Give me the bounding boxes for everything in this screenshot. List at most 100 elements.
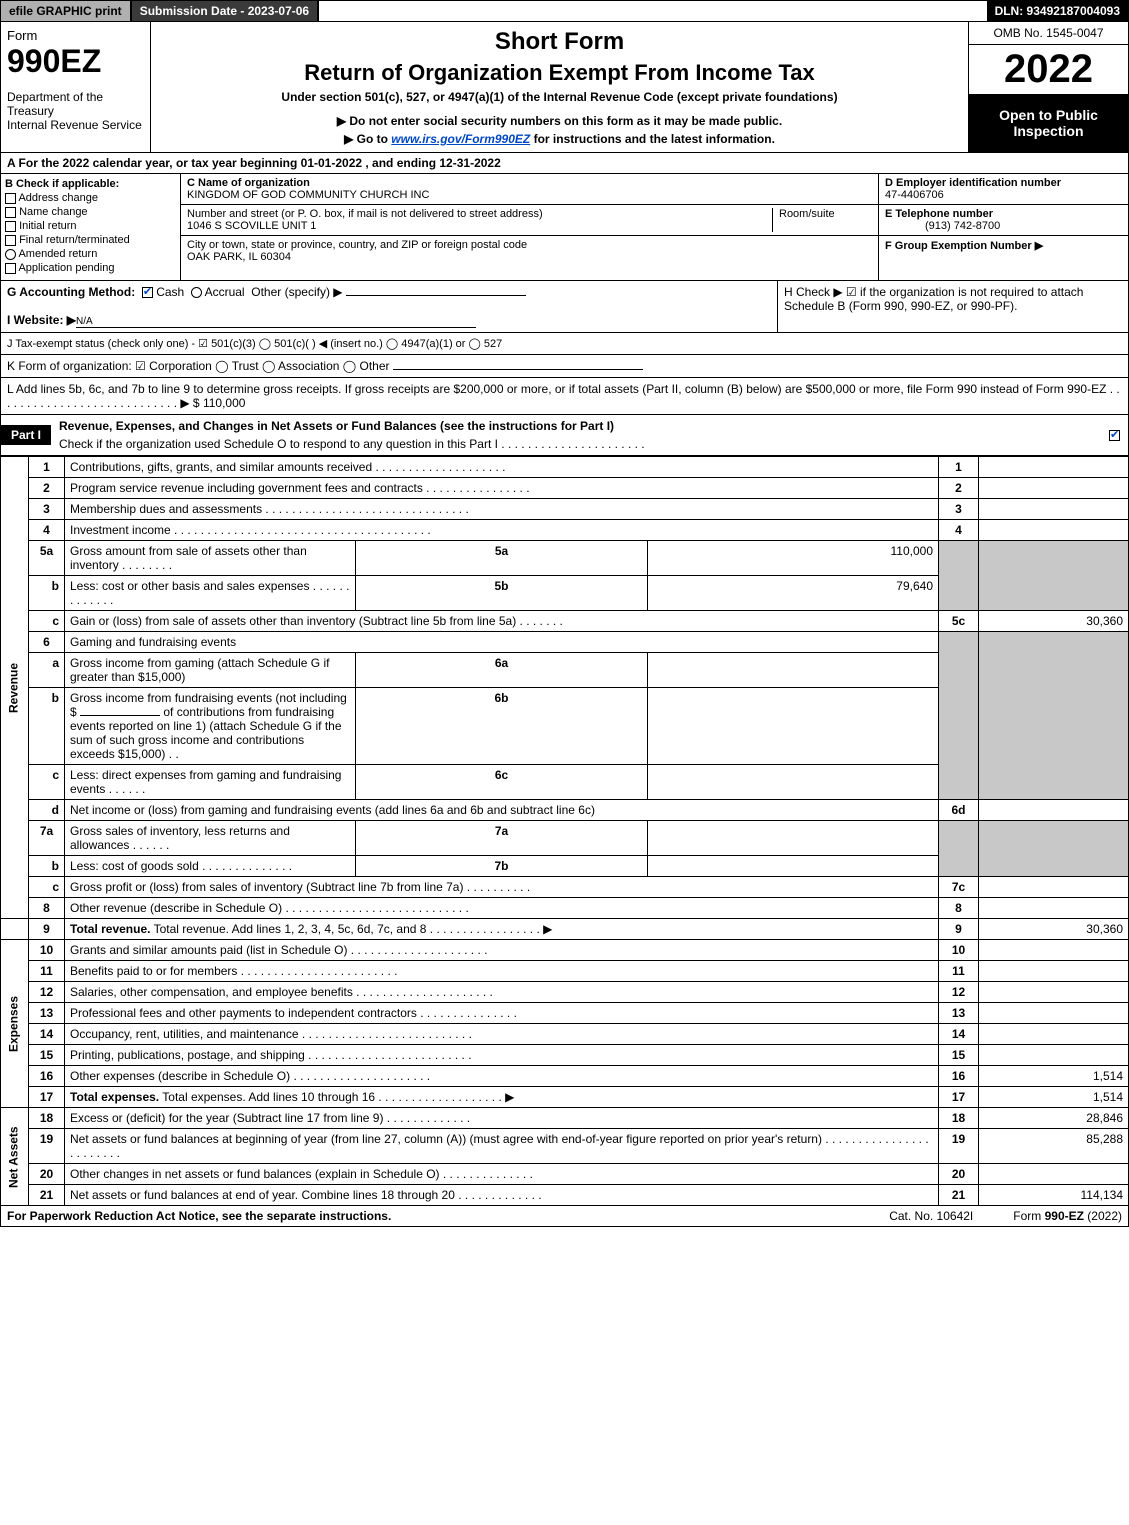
- line-15-num: 15: [29, 1045, 65, 1066]
- city-label: City or town, state or province, country…: [187, 239, 527, 251]
- line-1-val: [979, 457, 1129, 478]
- form-ref: Form 990-EZ (2022): [1013, 1209, 1122, 1223]
- line-6a-box: 6a: [356, 653, 647, 688]
- line-16-desc: Other expenses (describe in Schedule O) …: [65, 1066, 939, 1087]
- line-7a-desc: Gross sales of inventory, less returns a…: [65, 821, 356, 856]
- row-h: H Check ▶ ☑ if the organization is not r…: [778, 281, 1128, 332]
- efile-label: efile GRAPHIC print: [1, 1, 130, 21]
- form-header: Form 990EZ Department of the Treasury In…: [0, 22, 1129, 153]
- box-b: B Check if applicable: Address change Na…: [1, 174, 181, 280]
- cb-name-change[interactable]: [5, 207, 16, 218]
- line-19-num: 19: [29, 1129, 65, 1164]
- line-17-ref: 17: [939, 1087, 979, 1108]
- line-6d-val: [979, 800, 1129, 821]
- cash-label: Cash: [156, 285, 184, 299]
- line-18-num: 18: [29, 1108, 65, 1129]
- line-2-desc: Program service revenue including govern…: [65, 478, 939, 499]
- line-12-num: 12: [29, 982, 65, 1003]
- row-g-h: G Accounting Method: Cash Accrual Other …: [0, 281, 1129, 333]
- line-13-val: [979, 1003, 1129, 1024]
- cb-cash[interactable]: [142, 287, 153, 298]
- line-21-num: 21: [29, 1185, 65, 1206]
- line-17-desc: Total expenses. Total expenses. Add line…: [65, 1087, 939, 1108]
- line-15-desc: Printing, publications, postage, and shi…: [65, 1045, 939, 1066]
- lines-table: Revenue 1 Contributions, gifts, grants, …: [0, 456, 1129, 1206]
- line-7b-num: b: [29, 856, 65, 877]
- dln: DLN: 93492187004093: [987, 1, 1128, 21]
- cb-schedule-o[interactable]: [1109, 430, 1120, 441]
- line-7ab-shade-val: [979, 821, 1129, 877]
- cb-initial-return[interactable]: [5, 221, 16, 232]
- header-mid: Short Form Return of Organization Exempt…: [151, 22, 968, 152]
- line-9-num: 9: [29, 919, 65, 940]
- line-6d-num: d: [29, 800, 65, 821]
- line-17-num: 17: [29, 1087, 65, 1108]
- org-name-label: C Name of organization: [187, 177, 310, 189]
- line-6b-d2: of contributions from fundraising events…: [70, 705, 342, 761]
- line-6b-box: 6b: [356, 688, 647, 765]
- cb-application-pending[interactable]: [5, 263, 16, 274]
- line-19-ref: 19: [939, 1129, 979, 1164]
- line-17-d: Total expenses. Add lines 10 through 16 …: [162, 1090, 514, 1104]
- page-footer: For Paperwork Reduction Act Notice, see …: [0, 1206, 1129, 1227]
- line-3-desc: Membership dues and assessments . . . . …: [65, 499, 939, 520]
- cb-address-change[interactable]: [5, 193, 16, 204]
- line-19-val: 85,288: [979, 1129, 1129, 1164]
- line-5a-num: 5a: [29, 541, 65, 576]
- line-4-ref: 4: [939, 520, 979, 541]
- line-7c-num: c: [29, 877, 65, 898]
- cb-final-return[interactable]: [5, 235, 16, 246]
- line-5a-subval: 110,000: [647, 541, 938, 576]
- line-6a-num: a: [29, 653, 65, 688]
- city: OAK PARK, IL 60304: [187, 251, 291, 263]
- cb-label-3: Final return/terminated: [19, 234, 130, 246]
- open-to-public: Open to Public Inspection: [969, 94, 1128, 152]
- line-6-num: 6: [29, 632, 65, 653]
- short-form-title: Short Form: [157, 28, 962, 56]
- line-6a-desc: Gross income from gaming (attach Schedul…: [65, 653, 356, 688]
- line-11-desc: Benefits paid to or for members . . . . …: [65, 961, 939, 982]
- top-bar: efile GRAPHIC print Submission Date - 20…: [0, 0, 1129, 22]
- line-10-val: [979, 940, 1129, 961]
- line-14-val: [979, 1024, 1129, 1045]
- line-8-val: [979, 898, 1129, 919]
- line-2-ref: 2: [939, 478, 979, 499]
- line-12-ref: 12: [939, 982, 979, 1003]
- goto-link[interactable]: www.irs.gov/Form990EZ: [391, 132, 530, 146]
- line-20-val: [979, 1164, 1129, 1185]
- other-org-input[interactable]: [393, 369, 643, 370]
- line-7b-subval: [647, 856, 938, 877]
- cb-accrual[interactable]: [191, 287, 202, 298]
- line-5ab-shade: [939, 541, 979, 611]
- other-input[interactable]: [346, 295, 526, 296]
- line-9-ref: 9: [939, 919, 979, 940]
- line-6c-subval: [647, 765, 938, 800]
- line-16-ref: 16: [939, 1066, 979, 1087]
- line-6b-blank[interactable]: [80, 715, 160, 716]
- line-1-desc: Contributions, gifts, grants, and simila…: [65, 457, 939, 478]
- sidelabel-revenue: Revenue: [1, 457, 29, 919]
- info-grid: B Check if applicable: Address change Na…: [0, 174, 1129, 281]
- cb-label-0: Address change: [18, 192, 98, 204]
- line-6c-num: c: [29, 765, 65, 800]
- cb-amended-return[interactable]: [5, 249, 16, 260]
- line-4-num: 4: [29, 520, 65, 541]
- line-6b-num: b: [29, 688, 65, 765]
- line-16-num: 16: [29, 1066, 65, 1087]
- line-7a-box: 7a: [356, 821, 647, 856]
- row-l: L Add lines 5b, 6c, and 7b to line 9 to …: [0, 378, 1129, 415]
- line-2-num: 2: [29, 478, 65, 499]
- website-label: I Website: ▶: [7, 313, 76, 327]
- line-5c-num: c: [29, 611, 65, 632]
- line-5b-desc: Less: cost or other basis and sales expe…: [65, 576, 356, 611]
- line-7a-num: 7a: [29, 821, 65, 856]
- part-i-header: Part I Revenue, Expenses, and Changes in…: [0, 415, 1129, 456]
- line-10-desc: Grants and similar amounts paid (list in…: [65, 940, 939, 961]
- goto-prefix: ▶ Go to: [344, 132, 391, 146]
- cb-label-5: Application pending: [18, 262, 114, 274]
- line-6a-subval: [647, 653, 938, 688]
- row-g: G Accounting Method: Cash Accrual Other …: [1, 281, 778, 332]
- line-6d-desc: Net income or (loss) from gaming and fun…: [65, 800, 939, 821]
- street-label: Number and street (or P. O. box, if mail…: [187, 208, 543, 220]
- spacer-9: [1, 919, 29, 940]
